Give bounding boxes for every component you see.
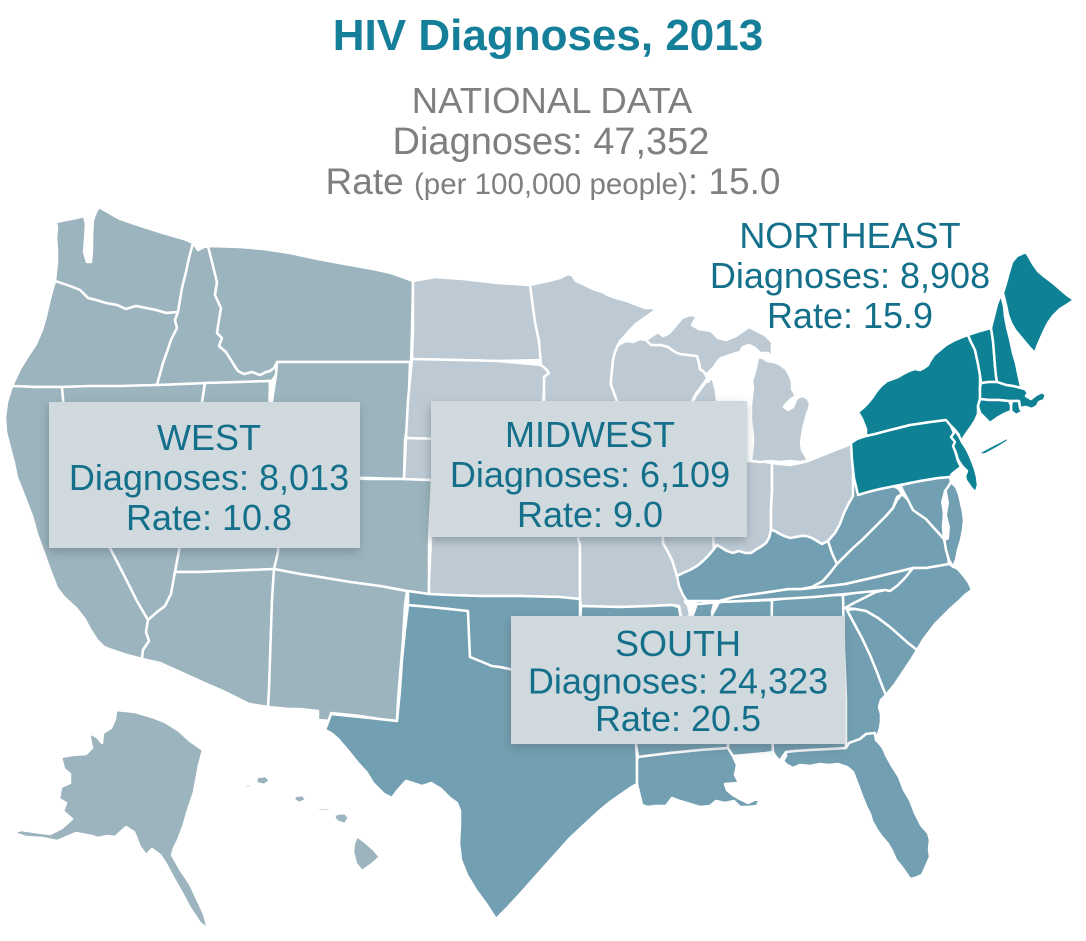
svg-text:Diagnoses: 8,013: Diagnoses: 8,013 (69, 457, 349, 498)
svg-text:WEST: WEST (157, 417, 261, 458)
svg-text:Rate: 10.8: Rate: 10.8 (126, 497, 292, 538)
svg-text:Diagnoses: 47,352: Diagnoses: 47,352 (393, 121, 710, 163)
svg-text:Diagnoses: 8,908: Diagnoses: 8,908 (710, 255, 990, 296)
svg-text:MIDWEST: MIDWEST (505, 414, 675, 455)
svg-text:Rate: 15.9: Rate: 15.9 (767, 295, 933, 336)
svg-text:Rate (per 100,000 people): 15.: Rate (per 100,000 people): 15.0 (326, 161, 781, 202)
svg-text:NATIONAL DATA: NATIONAL DATA (412, 80, 693, 121)
svg-text:Rate: 9.0: Rate: 9.0 (517, 494, 663, 535)
svg-text:Diagnoses: 6,109: Diagnoses: 6,109 (450, 454, 730, 495)
svg-text:Rate: 20.5: Rate: 20.5 (595, 698, 761, 739)
svg-text:HIV Diagnoses, 2013: HIV Diagnoses, 2013 (333, 11, 763, 60)
svg-text:Diagnoses: 24,323: Diagnoses: 24,323 (528, 661, 828, 702)
svg-text:NORTHEAST: NORTHEAST (739, 215, 960, 256)
svg-text:SOUTH: SOUTH (615, 623, 741, 664)
